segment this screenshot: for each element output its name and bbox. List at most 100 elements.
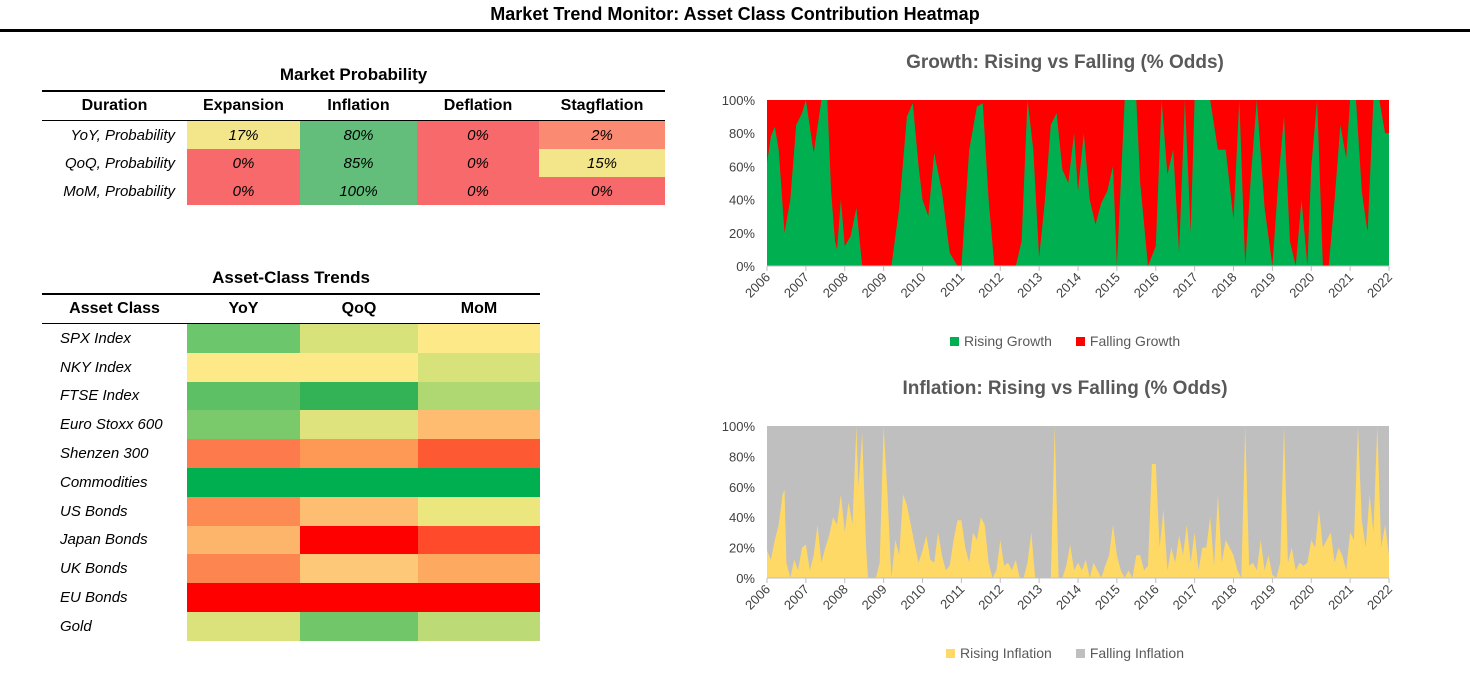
ac-row: SPX Index [42,323,541,353]
rising-series-area [767,426,1389,578]
ac-heat-cell [300,439,418,468]
ac-row-label: FTSE Index [60,387,140,405]
y-tick-label: 100% [722,93,756,108]
y-tick-label: 60% [729,159,755,174]
x-tick-label: 2011 [937,270,967,300]
legend-entry: Rising Growth [950,333,1052,349]
ac-row-label: Shenzen 300 [60,445,149,463]
ac-row-label: Gold [60,617,92,635]
mp-header-cell: Inflation [300,91,417,121]
y-tick-label: 40% [729,193,755,208]
y-tick-label: 0% [736,259,755,274]
x-tick-label: 2020 [1286,270,1317,301]
mp-row: YoY, Probability 17% 80% 0% 2% [42,120,666,149]
ac-heat-cell [418,381,541,411]
ac-heat-cell [187,323,300,353]
legend-swatch [1075,648,1085,658]
x-tick-label: 2012 [975,582,1006,613]
ac-header-cell: QoQ [300,294,418,324]
ac-heat-cell [418,583,541,612]
x-tick-label: 2008 [820,582,851,613]
x-tick-label: 2009 [859,270,890,301]
ac-row: Japan Bonds [42,525,541,555]
ac-row: Shenzen 300 [42,439,541,468]
x-tick-label: 2021 [1325,270,1356,301]
ac-heat-cell [187,352,300,382]
y-tick-label: 40% [729,510,755,525]
title-divider [0,29,1470,32]
mp-header-cell: Duration [42,91,187,121]
x-tick-label: 2010 [898,582,929,613]
mp-value-cell: 17% [187,120,300,149]
mp-header-cell: Stagflation [539,91,666,121]
ac-heat-cell [418,611,541,641]
asset-class-trends-caption: Asset-Class Trends [42,263,541,295]
mp-value-cell: 0% [417,177,539,205]
ac-header-cell: MoM [418,294,541,324]
ac-heat-cell [418,323,541,353]
mp-row: MoM, Probability 0% 100% 0% 0% [42,177,666,205]
legend-swatch [1075,336,1085,346]
x-tick-label: 2018 [1209,582,1240,613]
x-tick-label: 2022 [1364,582,1395,613]
ac-heat-cell [418,554,541,584]
growth-area-chart: 0% 20% 40% 60% 80% 100% 2006 2007 2008 2009 2010 20… [722,93,1395,301]
x-tick-label: 2014 [1053,270,1084,301]
mp-value-cell: 2% [539,120,666,149]
ac-row: Euro Stoxx 600 [42,410,541,440]
x-tick-label: 2014 [1053,582,1084,613]
mp-row: QoQ, Probability 0% 85% 0% 15% [42,149,666,177]
ac-heat-cell [187,554,300,584]
mp-value-cell: 0% [187,149,300,177]
y-tick-label: 80% [729,126,755,141]
ac-row-label: Euro Stoxx 600 [60,416,163,434]
x-tick-label: 2019 [1247,582,1278,613]
x-tick-label: 2015 [1092,582,1123,613]
x-tick-label: 2006 [742,582,773,613]
mp-header-cell: Expansion [187,91,300,121]
x-tick-label: 2016 [1131,270,1162,301]
mp-value-cell: 0% [417,120,539,149]
mp-value-cell: 15% [539,149,666,177]
ac-heat-cell [300,583,418,612]
x-tick-label: 2018 [1209,270,1240,301]
ac-heat-cell [300,611,418,641]
ac-row-label: EU Bonds [60,589,128,607]
legend-entry: Rising Inflation [946,645,1052,661]
x-tick-label: 2008 [820,270,851,301]
x-tick-label: 2012 [975,270,1006,301]
mp-value-cell: 100% [300,177,417,205]
ac-row-label: UK Bonds [60,560,128,578]
ac-header-cell: YoY [187,294,300,324]
ac-heat-cell [300,410,418,440]
ac-heat-cell [187,583,300,612]
ac-row: FTSE Index [42,381,541,411]
ac-row-label: Japan Bonds [60,531,148,549]
y-tick-label: 20% [729,226,755,241]
ac-header-cell: Asset Class [42,294,187,324]
x-tick-label: 2010 [898,270,929,301]
legend-entry: Falling Growth [1075,333,1181,349]
x-tick-label: 2016 [1131,582,1162,613]
growth-chart-title: Growth: Rising vs Falling (% Odds) [906,52,1224,73]
ac-row-label: Commodities [60,473,148,491]
x-tick-label: 2013 [1014,270,1045,301]
ac-heat-cell [418,410,541,440]
x-tick-label: 2019 [1247,270,1278,301]
ac-heat-cell [187,496,300,526]
x-tick-label: 2017 [1170,270,1201,301]
ac-heat-cell [300,323,418,353]
x-tick-label: 2017 [1170,582,1201,613]
mp-value-cell: 0% [187,177,300,205]
x-tick-label: 2006 [742,270,773,301]
x-tick-label: 2015 [1092,270,1123,301]
mp-value-cell: 0% [539,177,666,205]
x-tick-label: 2020 [1286,582,1317,613]
legend-label: Falling Growth [1089,333,1181,349]
mp-row-label: QoQ, Probability [64,154,175,172]
asset-class-trends-table: Asset-Class Trends Asset Class YoY QoQ MoM … [42,263,541,641]
ac-heat-cell [300,381,418,411]
inflation-area-chart: 0% 20% 40% 60% 80% 100% 2006 2007 2008 2009 2010 20… [722,419,1395,613]
inflation-chart-title: Inflation: Rising vs Falling (% Odds) [902,378,1228,399]
ac-row: UK Bonds [42,554,541,584]
